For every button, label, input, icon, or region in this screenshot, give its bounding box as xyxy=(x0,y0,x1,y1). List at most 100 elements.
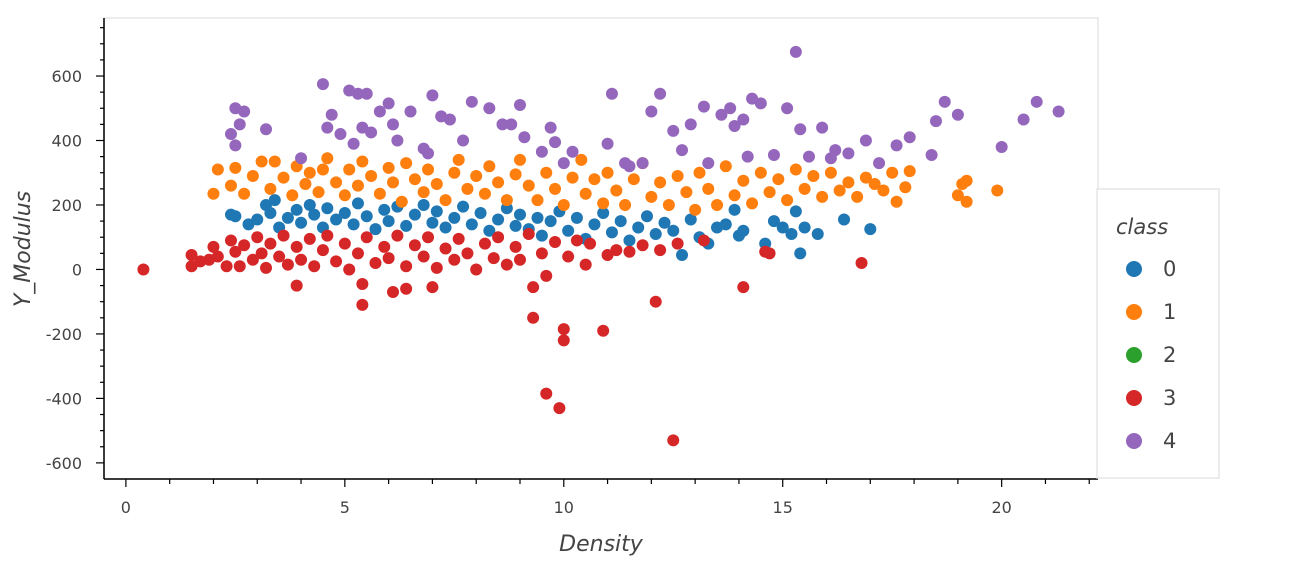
point-class-3 xyxy=(557,334,570,347)
point-class-4 xyxy=(925,149,938,162)
point-class-4 xyxy=(951,108,964,121)
point-class-1 xyxy=(579,187,592,200)
series-1 xyxy=(207,152,1004,216)
point-class-0 xyxy=(605,226,618,239)
legend-label: 4 xyxy=(1163,429,1176,453)
point-class-0 xyxy=(649,227,662,240)
point-class-1 xyxy=(798,182,811,195)
point-class-1 xyxy=(316,163,329,176)
point-class-3 xyxy=(500,258,513,271)
point-class-4 xyxy=(426,89,439,102)
point-class-4 xyxy=(938,95,951,108)
point-class-4 xyxy=(351,87,364,100)
point-class-3 xyxy=(220,260,233,273)
point-class-4 xyxy=(605,87,618,100)
point-class-0 xyxy=(378,203,391,216)
point-class-1 xyxy=(452,153,465,166)
point-class-0 xyxy=(242,218,255,231)
point-class-0 xyxy=(597,207,610,220)
point-class-1 xyxy=(207,187,220,200)
point-class-1 xyxy=(430,178,443,191)
point-class-1 xyxy=(531,194,544,207)
point-class-4 xyxy=(728,119,741,132)
point-class-0 xyxy=(369,223,382,236)
point-class-1 xyxy=(373,187,386,200)
point-class-0 xyxy=(684,213,697,226)
point-class-3 xyxy=(321,229,334,242)
x-tick-label: 5 xyxy=(340,498,350,517)
point-class-0 xyxy=(623,234,636,247)
point-class-1 xyxy=(330,176,343,189)
point-class-4 xyxy=(535,145,548,158)
point-class-4 xyxy=(702,157,715,170)
point-class-1 xyxy=(702,182,715,195)
point-class-1 xyxy=(772,173,785,186)
point-class-4 xyxy=(929,115,942,128)
point-class-1 xyxy=(439,194,452,207)
point-class-3 xyxy=(763,247,776,260)
point-class-3 xyxy=(281,258,294,271)
point-class-4 xyxy=(465,95,478,108)
point-class-3 xyxy=(382,252,395,265)
point-class-0 xyxy=(408,208,421,221)
point-class-1 xyxy=(321,152,334,165)
point-class-4 xyxy=(505,118,518,131)
point-class-3 xyxy=(570,234,583,247)
point-class-0 xyxy=(667,224,680,237)
point-class-3 xyxy=(649,295,662,308)
point-class-3 xyxy=(303,232,316,245)
point-class-1 xyxy=(645,190,658,203)
point-class-4 xyxy=(518,131,531,144)
point-class-1 xyxy=(711,198,724,211)
legend-box xyxy=(1096,188,1220,479)
point-class-4 xyxy=(365,126,378,139)
point-class-1 xyxy=(492,176,505,189)
point-class-3 xyxy=(290,240,303,253)
point-class-0 xyxy=(789,205,802,218)
point-class-4 xyxy=(715,108,728,121)
point-class-0 xyxy=(535,229,548,242)
point-class-1 xyxy=(680,186,693,199)
point-class-4 xyxy=(724,102,737,115)
legend-item-4: 4 xyxy=(1126,429,1176,453)
point-class-4 xyxy=(321,121,334,134)
point-class-1 xyxy=(689,203,702,216)
point-class-1 xyxy=(816,190,829,203)
point-class-1 xyxy=(754,166,767,179)
point-class-0 xyxy=(465,218,478,231)
point-class-4 xyxy=(233,118,246,131)
point-class-0 xyxy=(338,207,351,220)
x-axis-title: Density xyxy=(559,532,644,557)
point-class-3 xyxy=(562,250,575,263)
point-class-3 xyxy=(553,402,566,415)
y-axis-title: Y_Modulus xyxy=(11,191,36,307)
point-class-1 xyxy=(903,165,916,178)
point-class-1 xyxy=(588,173,601,186)
point-class-4 xyxy=(391,134,404,147)
point-class-0 xyxy=(864,223,877,236)
point-class-3 xyxy=(207,240,220,253)
point-class-4 xyxy=(229,139,242,152)
point-class-0 xyxy=(728,203,741,216)
point-class-3 xyxy=(277,229,290,242)
point-class-1 xyxy=(824,166,837,179)
point-class-3 xyxy=(360,231,373,244)
point-class-0 xyxy=(531,211,544,224)
point-class-1 xyxy=(851,190,864,203)
point-class-4 xyxy=(654,87,667,100)
point-class-4 xyxy=(544,121,557,134)
point-class-4 xyxy=(360,87,373,100)
legend-marker xyxy=(1126,261,1142,277)
legend: class 0 1 2 3 4 xyxy=(1096,188,1220,479)
point-class-4 xyxy=(557,157,570,170)
point-class-4 xyxy=(334,128,347,141)
point-class-3 xyxy=(597,324,610,337)
point-class-4 xyxy=(741,150,754,163)
series-0 xyxy=(224,194,877,261)
legend-item-0: 0 xyxy=(1126,257,1176,281)
point-class-1 xyxy=(549,182,562,195)
point-class-1 xyxy=(991,184,1004,197)
legend-item-3: 3 xyxy=(1126,386,1176,410)
point-class-3 xyxy=(540,387,553,400)
point-class-1 xyxy=(877,184,890,197)
